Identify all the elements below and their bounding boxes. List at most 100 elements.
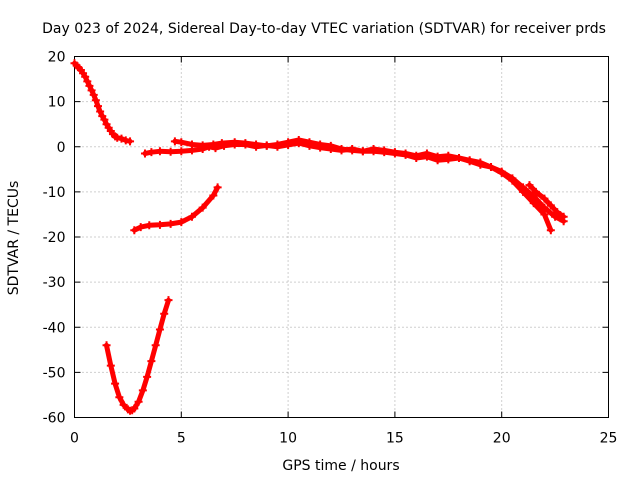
data-point — [198, 203, 207, 212]
data-point — [187, 212, 196, 221]
data-point — [85, 81, 94, 90]
data-point — [369, 145, 378, 154]
data-point — [96, 107, 105, 116]
data-point — [130, 226, 139, 235]
data-point — [115, 393, 124, 402]
data-point — [198, 141, 207, 150]
data-point — [155, 325, 164, 334]
data-point — [138, 386, 147, 395]
data-point — [145, 221, 154, 230]
data-point — [559, 212, 568, 221]
x-tick-label: 15 — [386, 431, 404, 447]
y-tick-label: -10 — [43, 185, 66, 201]
data-point — [134, 397, 143, 406]
series-segment-4 — [525, 181, 568, 221]
y-tick-label: -40 — [43, 320, 66, 336]
data-point — [140, 149, 149, 158]
data-series — [70, 59, 568, 415]
data-point — [93, 102, 102, 111]
series-line — [104, 297, 171, 414]
data-point — [262, 141, 271, 150]
series-segment-6 — [102, 296, 173, 415]
data-point — [155, 147, 164, 156]
data-point — [91, 96, 100, 105]
data-point — [326, 141, 335, 150]
data-point — [143, 372, 152, 381]
data-point — [89, 90, 98, 99]
data-point — [551, 212, 560, 221]
y-tick-label: 0 — [57, 140, 66, 156]
data-point — [209, 140, 218, 149]
data-point — [147, 357, 156, 366]
data-point — [155, 220, 164, 229]
data-point — [119, 400, 128, 409]
data-point — [519, 187, 528, 196]
data-point — [454, 154, 463, 163]
data-point — [529, 192, 538, 201]
data-point — [508, 176, 517, 185]
data-point — [531, 187, 540, 196]
data-point — [87, 86, 96, 95]
data-point — [126, 137, 135, 146]
data-point — [305, 138, 314, 147]
data-point — [177, 138, 186, 147]
data-point — [540, 210, 549, 219]
data-point — [147, 148, 156, 157]
data-point — [476, 158, 485, 167]
x-tick-label: 10 — [279, 431, 297, 447]
axis-ticks: 0 5 10 15 20 25 20 10 0 -10 -20 -30 -40 -50 -60 — [43, 50, 618, 447]
x-tick-label: 5 — [177, 431, 186, 447]
data-point — [412, 151, 421, 160]
data-point — [433, 152, 442, 161]
data-point — [316, 140, 325, 149]
data-point — [136, 223, 145, 232]
data-point — [81, 72, 90, 81]
data-point — [83, 77, 92, 86]
data-point — [337, 145, 346, 154]
data-point — [164, 296, 173, 305]
data-point — [100, 115, 109, 124]
data-point — [187, 140, 196, 149]
data-point — [177, 147, 186, 156]
x-tick-label: 25 — [600, 431, 618, 447]
data-point — [111, 379, 120, 388]
grid — [74, 56, 609, 418]
data-point — [401, 149, 410, 158]
data-point — [529, 199, 538, 208]
data-point — [230, 138, 239, 147]
data-point — [160, 309, 169, 318]
data-point — [252, 140, 261, 149]
data-point — [106, 361, 115, 370]
data-point — [546, 201, 555, 210]
data-point — [540, 203, 549, 212]
y-axis-label: SDTVAR / TECUs — [6, 181, 22, 296]
series-segment-3 — [170, 135, 555, 235]
data-point — [217, 139, 226, 148]
series-line — [131, 184, 221, 233]
data-point — [380, 146, 389, 155]
series-segment-5 — [130, 183, 222, 235]
data-point — [209, 191, 218, 200]
y-tick-label: 20 — [48, 50, 66, 66]
data-point — [117, 134, 126, 143]
data-point — [422, 149, 431, 158]
data-point — [130, 404, 139, 413]
data-point — [348, 146, 357, 155]
y-tick-label: 10 — [48, 95, 66, 111]
data-point — [487, 163, 496, 172]
series-segment-1 — [70, 59, 135, 146]
y-tick-label: -50 — [43, 365, 66, 381]
y-tick-label: -20 — [43, 230, 66, 246]
data-point — [177, 218, 186, 227]
data-point — [273, 140, 282, 149]
data-point — [525, 181, 534, 190]
chart-title: Day 023 of 2024, Sidereal Day-to-day VTE… — [42, 21, 606, 37]
data-point — [213, 183, 222, 192]
data-point — [465, 156, 474, 165]
data-point — [358, 147, 367, 156]
data-point — [241, 139, 250, 148]
data-point — [166, 147, 175, 156]
data-point — [166, 219, 175, 228]
x-tick-label: 20 — [493, 431, 511, 447]
